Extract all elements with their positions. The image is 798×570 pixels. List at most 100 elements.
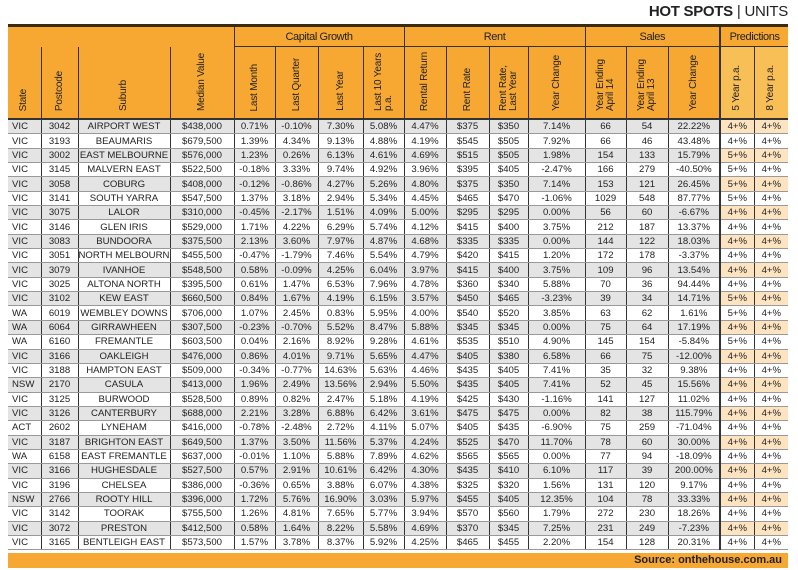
cell-5-year-p-a-: 4+%	[719, 277, 755, 293]
cell-last-year: 1.51%	[317, 205, 363, 221]
cell-year-change: 7.41%	[527, 363, 586, 379]
column-header-suburb[interactable]: Suburb	[77, 46, 170, 120]
cell-5-year-p-a-: 4+%	[719, 377, 755, 393]
cell-year-change: 33.33%	[667, 492, 721, 508]
cell-last-10-years-p-a-: 6.07%	[362, 478, 405, 493]
column-header-5-year-p-a-[interactable]: 5 Year p.a.	[719, 46, 755, 120]
cell-rent-rate-last-year: $335	[488, 234, 529, 250]
column-header-rental-return[interactable]: Rental Return	[403, 46, 447, 120]
cell-year-change: -12.00%	[667, 349, 721, 364]
cell-year-change: 22.22%	[667, 119, 721, 135]
cell-state: VIC	[8, 349, 41, 364]
column-header-last-quarter[interactable]: Last Quarter	[274, 46, 318, 120]
cell-rent-rate-last-year: $510	[488, 334, 529, 350]
cell-last-quarter: -0.10%	[274, 119, 318, 135]
cell-year-change: 9.17%	[667, 478, 721, 493]
cell-last-month: 1.07%	[233, 305, 275, 321]
cell-rent-rate-last-year: $560	[488, 506, 529, 522]
cell-median-value: $679,500	[169, 133, 234, 149]
cell-year-ending-april-14: 141	[584, 392, 627, 407]
column-header-year-ending-april-13[interactable]: Year Ending April 13	[625, 46, 669, 120]
cell-last-year: 10.61%	[317, 463, 363, 479]
cell-year-change: 7.14%	[527, 176, 586, 192]
column-header-rent-rate[interactable]: Rent Rate	[445, 46, 490, 120]
cell-postcode: 2602	[40, 420, 78, 436]
column-header-last-year[interactable]: Last Year	[317, 46, 363, 120]
cell-8-year-p-a-: 4+%	[753, 406, 789, 422]
cell-last-quarter: 3.50%	[274, 435, 318, 450]
cell-suburb: PRESTON	[77, 521, 170, 536]
cell-state: VIC	[8, 463, 41, 479]
cell-last-quarter: 1.10%	[274, 449, 318, 465]
cell-last-quarter: 3.28%	[274, 406, 318, 422]
cell-last-year: 7.46%	[317, 248, 363, 264]
cell-rent-rate: $415	[445, 262, 490, 278]
cell-8-year-p-a-: 4+%	[753, 449, 789, 465]
cell-postcode: 6064	[40, 320, 78, 336]
cell-median-value: $576,000	[169, 148, 234, 164]
cell-rent-rate: $570	[445, 506, 490, 522]
cell-year-ending-april-14: 82	[584, 406, 627, 422]
cell-last-quarter: 3.78%	[274, 535, 318, 551]
cell-state: VIC	[8, 248, 41, 264]
cell-postcode: 3002	[40, 148, 78, 164]
cell-rental-return: 4.45%	[403, 191, 447, 207]
column-header-state[interactable]: State	[8, 46, 41, 120]
cell-suburb: BEAUMARIS	[77, 133, 170, 149]
column-header-median-value[interactable]: Median Value	[169, 46, 234, 120]
cell-state: VIC	[8, 521, 41, 536]
cell-last-10-years-p-a-: 6.42%	[362, 463, 405, 479]
cell-8-year-p-a-: 4+%	[753, 463, 789, 479]
cell-last-10-years-p-a-: 5.37%	[362, 435, 405, 450]
column-header-last-10-years-p-a-[interactable]: Last 10 Years p.a.	[362, 46, 405, 120]
cell-median-value: $548,500	[169, 262, 234, 278]
cell-rent-rate: $420	[445, 248, 490, 264]
cell-year-change: -7.23%	[667, 521, 721, 536]
cell-postcode: 3102	[40, 291, 78, 307]
cell-rental-return: 4.79%	[403, 248, 447, 264]
cell-rent-rate: $375	[445, 176, 490, 192]
cell-year-change: 13.37%	[667, 219, 721, 235]
cell-state: WA	[8, 449, 41, 465]
column-header-year-change[interactable]: Year Change	[667, 46, 721, 120]
cell-state: WA	[8, 334, 41, 350]
cell-postcode: 2170	[40, 377, 78, 393]
table-row: VIC 3042 AIRPORT WEST $438,000 0.71% -0.10% 7.…	[8, 119, 789, 135]
cell-8-year-p-a-: 4+%	[753, 305, 789, 321]
cell-5-year-p-a-: 4+%	[719, 262, 755, 278]
column-header-last-month[interactable]: Last Month	[233, 46, 275, 120]
cell-rental-return: 4.47%	[403, 349, 447, 364]
cell-5-year-p-a-: 4+%	[719, 320, 755, 336]
cell-rental-return: 4.80%	[403, 176, 447, 192]
cell-rental-return: 4.46%	[403, 363, 447, 379]
cell-5-year-p-a-: 5+%	[719, 176, 755, 192]
cell-last-year: 8.22%	[317, 521, 363, 536]
cell-year-ending-april-13: 187	[625, 219, 669, 235]
cell-year-ending-april-13: 60	[625, 205, 669, 221]
cell-year-ending-april-14: 63	[584, 305, 627, 321]
cell-last-10-years-p-a-: 5.77%	[362, 506, 405, 522]
column-header-year-change[interactable]: Year Change	[527, 46, 586, 120]
cell-5-year-p-a-: 5+%	[719, 148, 755, 164]
cell-last-10-years-p-a-: 5.63%	[362, 363, 405, 379]
cell-rental-return: 5.88%	[403, 320, 447, 336]
cell-median-value: $310,000	[169, 205, 234, 221]
column-header-postcode[interactable]: Postcode	[40, 46, 78, 120]
cell-rental-return: 5.00%	[403, 205, 447, 221]
cell-rental-return: 4.25%	[403, 535, 447, 551]
table-row: NSW 2766 ROOTY HILL $396,000 1.72% 5.76% 16.90…	[8, 492, 789, 508]
cell-postcode: 3165	[40, 535, 78, 551]
column-header-8-year-p-a-[interactable]: 8 Year p.a.	[753, 46, 789, 120]
column-header-rent-rate-last-year[interactable]: Rent Rate, Last Year	[488, 46, 529, 120]
cell-8-year-p-a-: 4+%	[753, 420, 789, 436]
column-header-year-ending-april-14[interactable]: Year Ending April 14	[584, 46, 627, 120]
cell-rental-return: 4.62%	[403, 449, 447, 465]
cell-suburb: CASULA	[77, 377, 170, 393]
cell-last-year: 0.83%	[317, 305, 363, 321]
column-header-label: Year Change	[687, 55, 699, 111]
cell-last-10-years-p-a-: 3.03%	[362, 492, 405, 508]
cell-5-year-p-a-: 5+%	[719, 191, 755, 207]
cell-year-ending-april-13: 96	[625, 262, 669, 278]
cell-year-change: -40.50%	[667, 162, 721, 178]
table-row: WA 6160 FREMANTLE $603,500 0.04% 2.16% 8.92% 9.…	[8, 334, 789, 350]
